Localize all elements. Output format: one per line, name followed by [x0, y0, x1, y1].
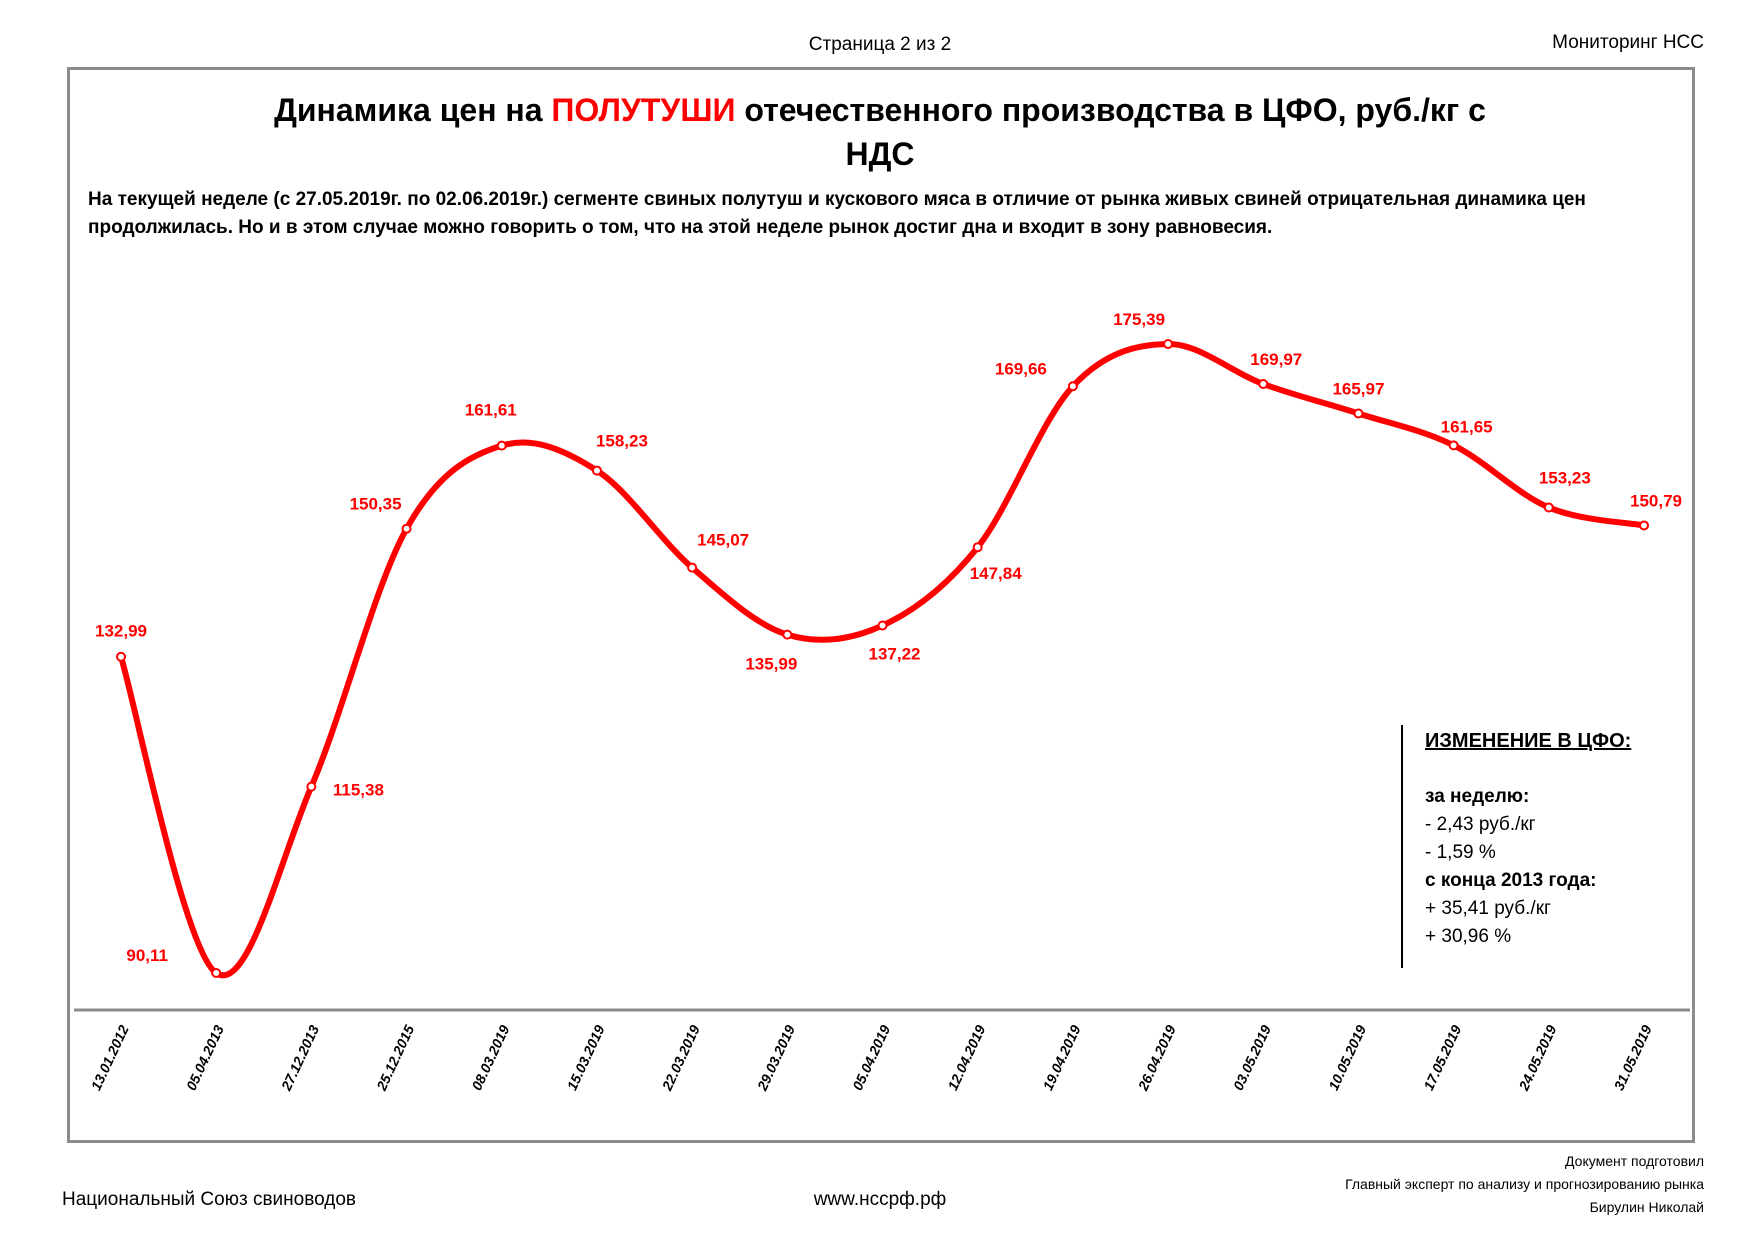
- data-point: [496, 440, 507, 451]
- data-label: 175,39: [1113, 310, 1165, 329]
- info-week-pct: - 1,59 %: [1425, 842, 1496, 863]
- footer-position: Главный эксперт по анализу и прогнозиров…: [1345, 1176, 1704, 1192]
- data-point: [1353, 408, 1364, 419]
- x-tick-label: 05.04.2013: [183, 1022, 227, 1092]
- x-tick-label: 27.12.2013: [278, 1022, 323, 1093]
- x-tick-label: 17.05.2019: [1420, 1022, 1464, 1092]
- info-since-label: с конца 2013 года:: [1425, 870, 1597, 891]
- x-tick-label: 25.12.2015: [373, 1022, 418, 1093]
- data-point: [1639, 520, 1649, 531]
- x-tick-label: 19.04.2019: [1039, 1022, 1083, 1092]
- data-label: 132,99: [95, 622, 147, 641]
- info-week-label: за неделю:: [1425, 786, 1530, 807]
- data-label: 115,38: [333, 781, 384, 800]
- data-point: [972, 542, 983, 553]
- data-label: 137,22: [869, 645, 921, 664]
- footer-site[interactable]: www.нссрф.рф: [813, 1189, 947, 1210]
- x-tick-label: 03.05.2019: [1230, 1022, 1274, 1092]
- data-label: 161,61: [465, 401, 517, 420]
- info-heading: ИЗМЕНЕНИЕ В ЦФО:: [1425, 730, 1632, 752]
- info-since-pct: + 30,96 %: [1425, 926, 1512, 947]
- data-label: 161,65: [1441, 417, 1493, 436]
- data-point: [1448, 440, 1459, 451]
- x-tick-label: 26.04.2019: [1134, 1022, 1179, 1093]
- x-tick-label: 13.01.2012: [88, 1022, 132, 1092]
- data-label: 150,79: [1630, 491, 1682, 510]
- x-tick-label: 31.05.2019: [1611, 1022, 1655, 1092]
- data-label: 150,35: [350, 495, 402, 514]
- title-highlight: ПОЛУТУШИ: [551, 92, 736, 128]
- data-point: [591, 465, 602, 476]
- data-label: 147,84: [970, 564, 1023, 583]
- data-point: [1258, 378, 1269, 389]
- data-label: 165,97: [1332, 379, 1384, 398]
- title-part1: Динамика цен на: [274, 92, 552, 128]
- info-week-rub: - 2,43 руб./кг: [1425, 814, 1536, 835]
- data-point: [211, 968, 222, 978]
- x-tick-label: 12.04.2019: [944, 1022, 988, 1092]
- x-tick-label: 24.05.2019: [1515, 1022, 1560, 1093]
- footer-org: Национальный Союз свиноводов: [62, 1189, 357, 1210]
- info-divider: [1401, 725, 1403, 968]
- x-tick-label: 10.05.2019: [1325, 1022, 1369, 1092]
- data-point: [116, 651, 126, 662]
- data-label: 158,23: [596, 432, 648, 451]
- footer-author: Бирулин Николай: [1589, 1199, 1704, 1215]
- data-point: [306, 781, 317, 792]
- data-point: [782, 629, 793, 640]
- x-tick-label: 08.03.2019: [468, 1022, 512, 1092]
- data-point: [1163, 339, 1174, 349]
- x-tick-label: 22.03.2019: [658, 1022, 703, 1093]
- data-point: [401, 523, 412, 534]
- data-label: 153,23: [1539, 468, 1591, 487]
- data-label: 145,07: [697, 531, 749, 550]
- description: На текущей неделе (с 27.05.2019г. по 02.…: [88, 189, 1586, 238]
- title-part2: отечественного производства в ЦФО, руб./…: [735, 92, 1486, 128]
- chart-frame: [67, 67, 1695, 1143]
- title-line2: НДС: [845, 136, 915, 172]
- data-point: [1067, 381, 1078, 392]
- page-number: Страница 2 из 2: [808, 34, 952, 55]
- info-box: ИЗМЕНЕНИЕ В ЦФО: за неделю: - 2,43 руб./…: [1425, 727, 1631, 951]
- data-point: [877, 620, 888, 631]
- data-point: [687, 562, 698, 573]
- data-label: 135,99: [745, 655, 797, 674]
- x-tick-label: 29.03.2019: [753, 1022, 798, 1093]
- footer-author-block: Документ подготовил Главный эксперт по а…: [1345, 1150, 1704, 1219]
- chart-title: Динамика цен на ПОЛУТУШИ отечественного …: [130, 88, 1630, 176]
- x-tick-label: 05.04.2019: [849, 1022, 893, 1092]
- x-tick-label: 15.03.2019: [564, 1022, 608, 1092]
- brand-header: Мониторинг НСС: [1552, 32, 1704, 53]
- data-label: 90,11: [126, 946, 168, 965]
- data-label: 169,66: [995, 359, 1047, 378]
- data-point: [1543, 502, 1554, 513]
- info-since-rub: + 35,41 руб./кг: [1425, 898, 1551, 919]
- footer-prepared: Документ подготовил: [1565, 1153, 1704, 1169]
- data-label: 169,97: [1250, 350, 1302, 369]
